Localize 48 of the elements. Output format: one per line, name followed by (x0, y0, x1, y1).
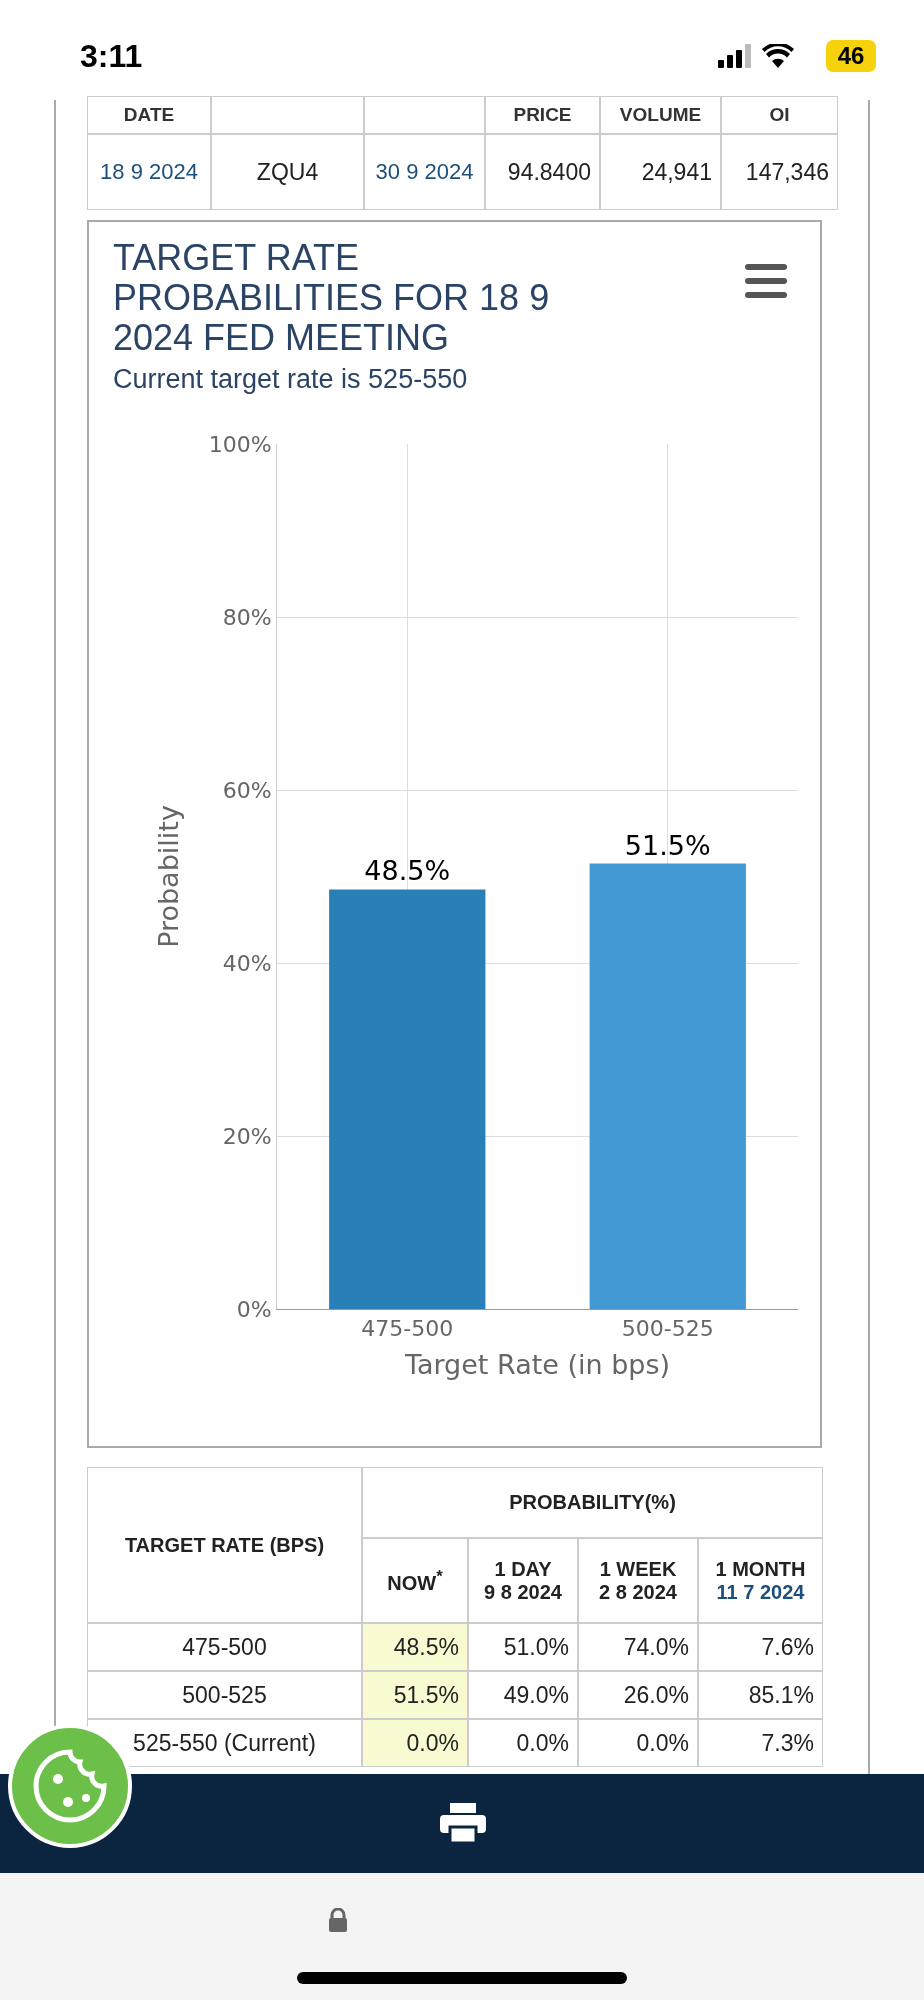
text: 24,941 (641, 158, 712, 186)
chart-title: TARGET RATE PROBABILITIES FOR 18 9 2024 FED MEETING (113, 237, 551, 358)
text: 94.8400 (507, 158, 591, 186)
text: 48.5% (393, 1633, 459, 1661)
y-tick-label: 80% (222, 604, 272, 630)
y-tick-label: 20% (222, 1123, 272, 1149)
text: 500-525 (182, 1681, 267, 1709)
text: VOLUME (619, 104, 702, 126)
y-tick-label: 0% (236, 1296, 272, 1322)
text: 9 8 2024 (484, 1580, 562, 1604)
text: 1 DAY (494, 1557, 552, 1581)
y-axis-title: Probability (152, 805, 184, 948)
text: 85.1% (748, 1681, 814, 1709)
text: 7.6% (761, 1633, 814, 1661)
text: 46 (826, 40, 876, 72)
text: TARGET RATE (BPS) (124, 1533, 325, 1557)
y-tick-label: 40% (222, 950, 272, 976)
text: 51.0% (503, 1633, 569, 1661)
text: ZQU4 (256, 158, 319, 186)
text: 7.3% (761, 1729, 814, 1757)
text: 147,346 (745, 158, 829, 186)
text: PRICE (513, 104, 572, 126)
data-label: 48.5% (364, 855, 451, 887)
text: 74.0% (623, 1633, 689, 1661)
text: 2 8 2024 (599, 1580, 677, 1604)
y-tick-label: 100% (208, 431, 272, 457)
text: 18 9 2024 (100, 159, 198, 185)
text: 475-500 (182, 1633, 267, 1661)
text: 0.0% (406, 1729, 459, 1757)
text: 0.0% (516, 1729, 569, 1757)
text: 11 7 2024 (716, 1580, 805, 1604)
text: 525-550 (Current) (133, 1729, 316, 1757)
x-axis-title: Target Rate (in bps) (403, 1348, 671, 1380)
text: DATE (123, 104, 175, 126)
text: 49.0% (503, 1681, 569, 1709)
text: 26.0% (623, 1681, 689, 1709)
chart-subtitle: Current target rate is 525-550 (113, 364, 469, 395)
text: 0.0% (636, 1729, 689, 1757)
text: PROBABILITY(%) (509, 1491, 676, 1514)
data-label: 51.5% (624, 829, 711, 861)
text: 51.5% (393, 1681, 459, 1709)
text: 30 9 2024 (375, 159, 474, 185)
text: 1 MONTH (715, 1557, 806, 1581)
text: NOW$^{*}$ (387, 1566, 443, 1595)
y-tick-label: 60% (222, 777, 272, 803)
text: OI (769, 104, 790, 126)
text: 1 WEEK (599, 1557, 677, 1581)
text: 3:11 (80, 38, 143, 75)
